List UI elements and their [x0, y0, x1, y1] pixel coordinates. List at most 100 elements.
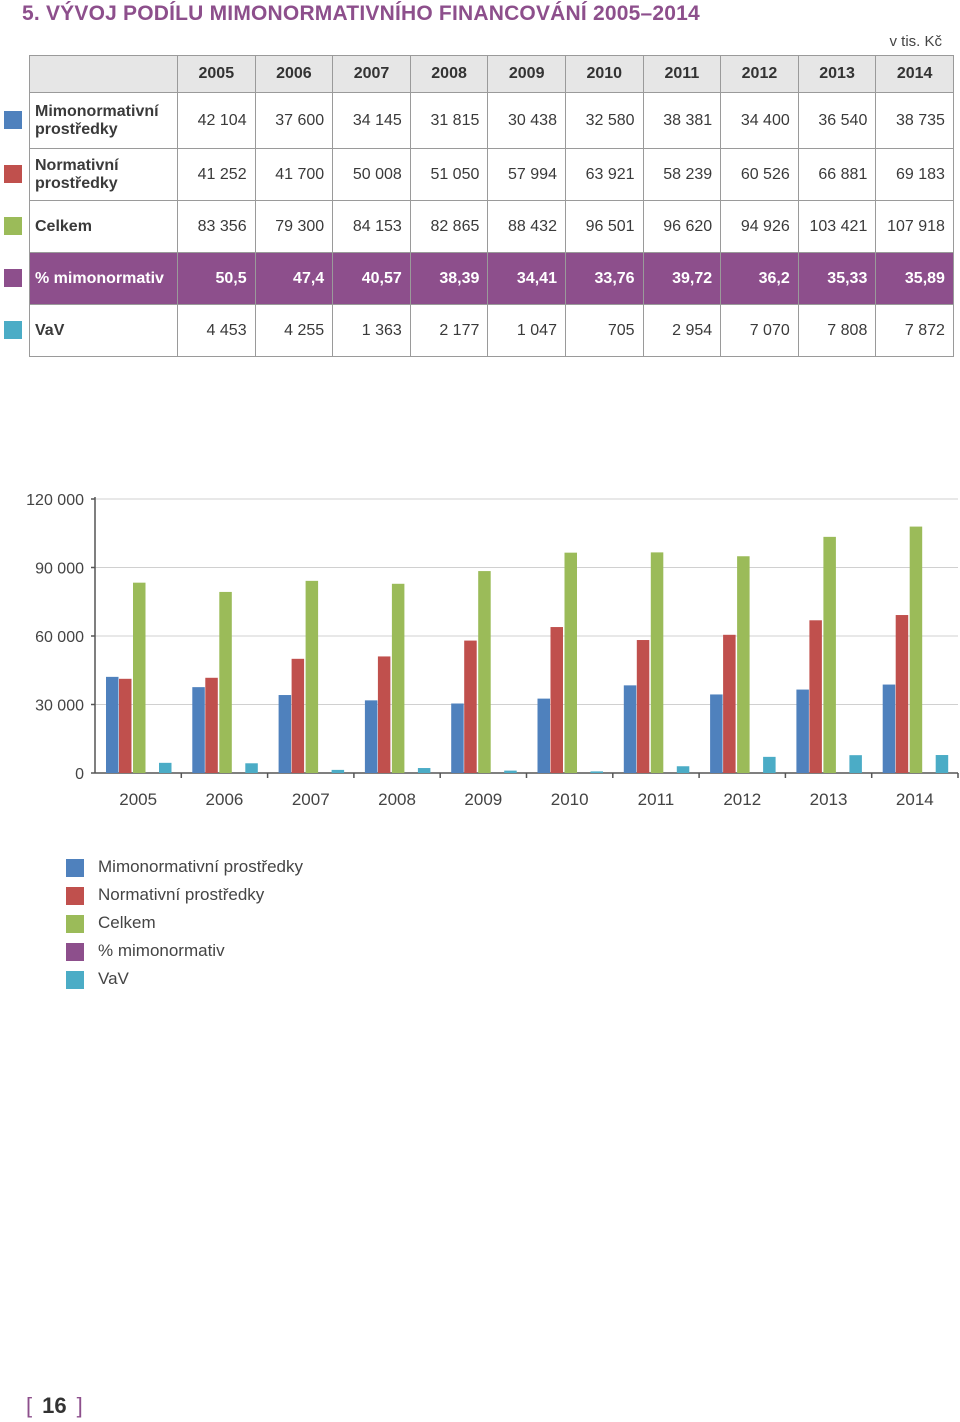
table-corner-cell — [29, 55, 178, 93]
legend-label: VaV — [98, 969, 129, 988]
year-header: 2005 — [177, 55, 256, 93]
row-color-swatch — [4, 165, 22, 183]
mimo-bar — [537, 698, 550, 773]
x-tick-label: 2013 — [810, 790, 848, 809]
year-header: 2008 — [409, 55, 489, 93]
row-color-swatch — [4, 111, 22, 129]
celkem-bar — [823, 536, 836, 773]
norm-bar — [636, 640, 650, 773]
table-cell: 50 008 — [332, 148, 411, 201]
x-tick-label: 2006 — [206, 790, 244, 809]
y-tick-label: 90 000 — [35, 561, 84, 578]
celkem-bar — [564, 552, 577, 773]
page-heading: 5. VÝVOJ PODÍLU MIMONORMATIVNÍHO FINANCO… — [22, 2, 700, 25]
table-cell: 84 153 — [332, 200, 411, 253]
table-cell: 96 501 — [564, 200, 644, 253]
year-header: 2014 — [875, 55, 954, 93]
page-bracket-close: ] — [76, 1393, 83, 1418]
table-row: VaV 4 453 4 255 1 363 2 177 1 047 705 2 954 7 07… — [29, 304, 954, 357]
table-cell: 51 050 — [409, 148, 489, 201]
table-cell: 4 453 — [177, 304, 256, 357]
table-cell: 38,39 — [409, 252, 489, 305]
table-cell: 2 954 — [642, 304, 722, 357]
row-label: Normativní prostředky — [29, 148, 178, 201]
table-cell: 36,2 — [720, 252, 799, 305]
table-cell: 32 580 — [564, 92, 644, 149]
celkem-bar — [133, 582, 146, 773]
mimo-bar — [278, 695, 292, 773]
mimo-bar — [451, 703, 464, 773]
mimo-bar — [106, 676, 119, 773]
table-cell: 1 047 — [487, 304, 566, 357]
year-header: 2009 — [487, 55, 566, 93]
year-header: 2011 — [642, 55, 722, 93]
legend-label: Mimonormativní prostředky — [98, 857, 304, 876]
table-cell: 50,5 — [177, 252, 256, 305]
norm-bar — [723, 634, 736, 773]
table-cell: 34 400 — [720, 92, 799, 149]
vav-bar — [331, 769, 345, 773]
legend-label: Celkem — [98, 913, 156, 932]
y-tick-label: 60 000 — [35, 629, 84, 646]
row-label: VaV — [29, 304, 178, 357]
table-row: Normativní prostředky 41 252 41 700 50 008 5… — [29, 148, 954, 201]
row-color-swatch — [4, 217, 22, 235]
x-tick-label: 2011 — [638, 790, 675, 809]
year-header: 2006 — [254, 55, 334, 93]
data-table: 2005 2006 2007 2008 2009 2010 2011 2012 2013 2014… — [29, 55, 954, 357]
row-label: Mimonormativní prostředky — [29, 92, 178, 149]
vav-bar — [159, 762, 172, 773]
table-cell: 38 381 — [642, 92, 722, 149]
table-cell: 31 815 — [409, 92, 489, 149]
row-color-swatch — [4, 269, 22, 287]
table-row: Celkem 83 356 79 300 84 153 82 865 88 432 96 5… — [29, 200, 954, 253]
legend-swatch — [66, 859, 84, 877]
x-tick-label: 2007 — [292, 790, 330, 809]
legend-swatch — [66, 887, 84, 905]
norm-bar — [119, 678, 132, 773]
year-header: 2012 — [720, 55, 799, 93]
norm-bar — [377, 656, 391, 773]
table-cell: 83 356 — [177, 200, 256, 253]
celkem-bar — [305, 580, 319, 773]
page-number-value: 16 — [42, 1393, 67, 1418]
table-cell: 39,72 — [642, 252, 722, 305]
table-cell: 38 735 — [875, 92, 954, 149]
x-tick-label: 2009 — [464, 790, 502, 809]
table-cell: 96 620 — [642, 200, 722, 253]
celkem-bar — [219, 591, 232, 773]
table-header-row: 2005 2006 2007 2008 2009 2010 2011 2012 2013 2014 — [29, 55, 954, 93]
table-row: Mimonormativní prostředky 42 104 37 600 34 … — [29, 92, 954, 149]
mimo-bar — [882, 684, 896, 773]
table-row: % mimonormativ 50,5 47,4 40,57 38,39 34,41 33,… — [29, 252, 954, 305]
norm-bar — [291, 658, 305, 773]
table-cell: 34,41 — [487, 252, 566, 305]
legend-label: % mimonormativ — [98, 941, 225, 960]
table-cell: 2 177 — [409, 304, 489, 357]
table-cell: 69 183 — [875, 148, 954, 201]
table-cell: 82 865 — [409, 200, 489, 253]
row-label: Celkem — [29, 200, 178, 253]
table-cell: 57 994 — [487, 148, 566, 201]
table-cell: 107 918 — [875, 200, 954, 253]
table-cell: 7 070 — [720, 304, 799, 357]
year-header: 2013 — [797, 55, 877, 93]
vav-bar — [849, 755, 862, 773]
vav-bar — [763, 756, 776, 773]
table-cell: 705 — [564, 304, 644, 357]
table-cell: 42 104 — [177, 92, 256, 149]
vav-bar — [504, 770, 517, 773]
table-cell: 79 300 — [254, 200, 334, 253]
x-tick-label: 2005 — [119, 790, 157, 809]
table-cell: 4 255 — [254, 304, 334, 357]
table-cell: 1 363 — [332, 304, 411, 357]
legend-swatch — [66, 971, 84, 989]
table-cell: 41 700 — [254, 148, 334, 201]
table-cell: 66 881 — [797, 148, 877, 201]
table-cell: 7 808 — [797, 304, 877, 357]
x-tick-label: 2012 — [723, 790, 761, 809]
page-number: [16] — [26, 1393, 83, 1419]
table-cell: 35,33 — [797, 252, 877, 305]
vav-bar — [417, 768, 431, 773]
table-cell: 7 872 — [875, 304, 954, 357]
